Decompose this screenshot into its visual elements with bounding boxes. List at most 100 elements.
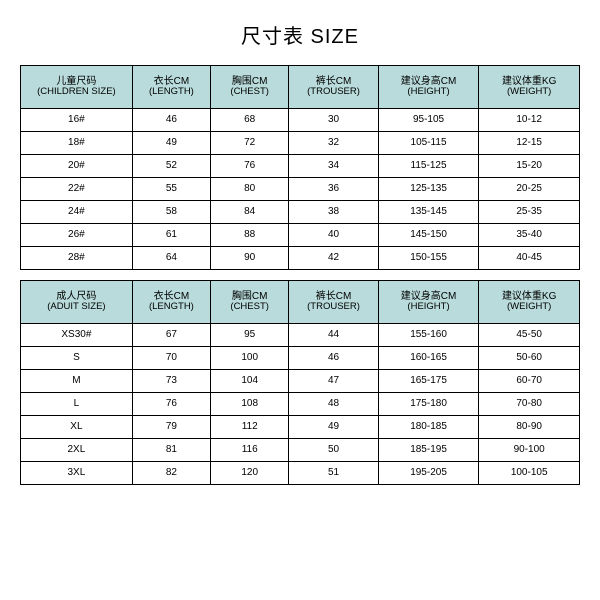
adult-tbody: XS30#679544155-16045-50S7010046160-16550… (21, 324, 580, 485)
table-cell: 90-100 (479, 439, 580, 462)
table-cell: 40-45 (479, 247, 580, 270)
table-header-row: 儿童尺码 (CHILDREN SIZE) 衣长CM (LENGTH) 胸围CM … (21, 66, 580, 109)
table-cell: 90 (211, 247, 289, 270)
table-cell: 45-50 (479, 324, 580, 347)
table-cell: 20# (21, 155, 133, 178)
table-cell: 61 (132, 224, 210, 247)
table-cell: XS30# (21, 324, 133, 347)
table-cell: 42 (289, 247, 378, 270)
table-cell: 68 (211, 109, 289, 132)
adult-size-table: 成人尺码 (ADUIT SIZE) 衣长CM (LENGTH) 胸围CM (CH… (20, 280, 580, 485)
table-cell: 79 (132, 416, 210, 439)
table-cell: 3XL (21, 462, 133, 485)
table-cell: 125-135 (378, 178, 479, 201)
header-en: (WEIGHT) (479, 302, 579, 313)
table-row: XS30#679544155-16045-50 (21, 324, 580, 347)
table-cell: 145-150 (378, 224, 479, 247)
table-cell: 104 (211, 370, 289, 393)
header-en: (LENGTH) (133, 302, 210, 313)
table-cell: 67 (132, 324, 210, 347)
col-header-chest: 胸围CM (CHEST) (211, 66, 289, 109)
header-en: (LENGTH) (133, 87, 210, 98)
table-cell: 10-12 (479, 109, 580, 132)
table-cell: 165-175 (378, 370, 479, 393)
table-cell: 26# (21, 224, 133, 247)
table-cell: 46 (289, 347, 378, 370)
table-cell: 51 (289, 462, 378, 485)
table-row: 3XL8212051195-205100-105 (21, 462, 580, 485)
table-cell: 40 (289, 224, 378, 247)
table-cell: 116 (211, 439, 289, 462)
table-cell: 155-160 (378, 324, 479, 347)
table-cell: 81 (132, 439, 210, 462)
page: 尺寸表 SIZE 儿童尺码 (CHILDREN SIZE) 衣长CM (LENG… (0, 0, 600, 600)
table-row: 18#497232105-11512-15 (21, 132, 580, 155)
table-cell: 48 (289, 393, 378, 416)
table-cell: 22# (21, 178, 133, 201)
table-header-row: 成人尺码 (ADUIT SIZE) 衣长CM (LENGTH) 胸围CM (CH… (21, 281, 580, 324)
table-cell: 100-105 (479, 462, 580, 485)
header-en: (TROUSER) (289, 87, 377, 98)
table-cell: 73 (132, 370, 210, 393)
table-cell: 185-195 (378, 439, 479, 462)
table-cell: 49 (289, 416, 378, 439)
col-header-trouser: 裤长CM (TROUSER) (289, 281, 378, 324)
table-cell: 60-70 (479, 370, 580, 393)
col-header-height: 建议身高CM (HEIGHT) (378, 66, 479, 109)
table-cell: 34 (289, 155, 378, 178)
table-cell: 175-180 (378, 393, 479, 416)
table-row: 24#588438135-14525-35 (21, 201, 580, 224)
table-cell: 195-205 (378, 462, 479, 485)
table-row: L7610848175-18070-80 (21, 393, 580, 416)
table-cell: 47 (289, 370, 378, 393)
table-cell: 50 (289, 439, 378, 462)
table-cell: 35-40 (479, 224, 580, 247)
header-en: (HEIGHT) (379, 302, 479, 313)
table-cell: 58 (132, 201, 210, 224)
table-cell: 12-15 (479, 132, 580, 155)
table-row: 22#558036125-13520-25 (21, 178, 580, 201)
table-row: 26#618840145-15035-40 (21, 224, 580, 247)
table-cell: 70-80 (479, 393, 580, 416)
children-tbody: 16#46683095-10510-1218#497232105-11512-1… (21, 109, 580, 270)
table-row: S7010046160-16550-60 (21, 347, 580, 370)
table-cell: 160-165 (378, 347, 479, 370)
table-cell: 15-20 (479, 155, 580, 178)
table-row: XL7911249180-18580-90 (21, 416, 580, 439)
header-en: (CHILDREN SIZE) (21, 87, 132, 98)
table-cell: 108 (211, 393, 289, 416)
table-row: 20#527634115-12515-20 (21, 155, 580, 178)
table-cell: 76 (132, 393, 210, 416)
table-cell: 76 (211, 155, 289, 178)
col-header-weight: 建议体重KG (WEIGHT) (479, 66, 580, 109)
table-cell: 135-145 (378, 201, 479, 224)
table-cell: 38 (289, 201, 378, 224)
table-cell: 120 (211, 462, 289, 485)
table-cell: S (21, 347, 133, 370)
table-cell: 2XL (21, 439, 133, 462)
table-row: 16#46683095-10510-12 (21, 109, 580, 132)
table-cell: 80 (211, 178, 289, 201)
header-en: (ADUIT SIZE) (21, 302, 132, 313)
table-cell: 180-185 (378, 416, 479, 439)
table-cell: 30 (289, 109, 378, 132)
table-cell: 36 (289, 178, 378, 201)
col-header-adult-size: 成人尺码 (ADUIT SIZE) (21, 281, 133, 324)
table-cell: 18# (21, 132, 133, 155)
header-en: (CHEST) (211, 87, 288, 98)
table-cell: 115-125 (378, 155, 479, 178)
col-header-children-size: 儿童尺码 (CHILDREN SIZE) (21, 66, 133, 109)
col-header-length: 衣长CM (LENGTH) (132, 66, 210, 109)
table-cell: 100 (211, 347, 289, 370)
table-cell: 95-105 (378, 109, 479, 132)
header-en: (WEIGHT) (479, 87, 579, 98)
col-header-length: 衣长CM (LENGTH) (132, 281, 210, 324)
table-cell: 55 (132, 178, 210, 201)
table-cell: 50-60 (479, 347, 580, 370)
header-en: (CHEST) (211, 302, 288, 313)
header-en: (HEIGHT) (379, 87, 479, 98)
col-header-weight: 建议体重KG (WEIGHT) (479, 281, 580, 324)
table-cell: XL (21, 416, 133, 439)
col-header-height: 建议身高CM (HEIGHT) (378, 281, 479, 324)
table-cell: 88 (211, 224, 289, 247)
